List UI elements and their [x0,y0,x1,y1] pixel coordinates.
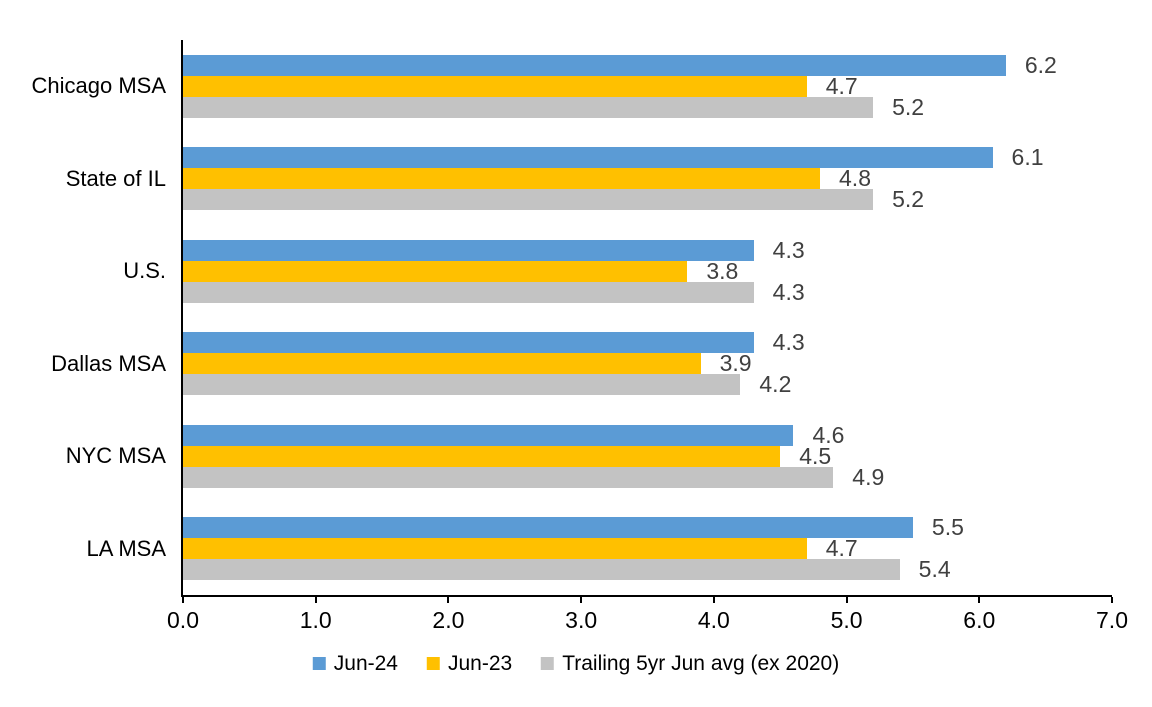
bar-value-label: 4.6 [812,421,845,448]
bar-jun-23 [183,538,807,560]
bar-trailing-5yr-jun-avg-ex-2020- [183,374,741,396]
bar-jun-23 [183,168,821,190]
bar-line: 4.7 [183,535,1112,562]
bar-line: 4.5 [183,442,1112,469]
x-axis-tick-label: 0.0 [167,607,199,633]
bar-jun-24 [183,239,754,261]
category-label: Dallas MSA [51,350,166,376]
bar-value-label: 4.7 [825,72,858,99]
legend-marker-icon [312,657,326,670]
bar-value-label: 4.3 [772,236,805,263]
chart-legend: Jun-24 Jun-23 Trailing 5yr Jun avg (ex 202… [312,652,839,675]
category-label: U.S. [123,258,166,284]
bar-line: 3.8 [183,257,1112,284]
bar-value-label: 5.2 [892,186,925,213]
x-axis-tick-label: 7.0 [1096,607,1128,633]
bar-trailing-5yr-jun-avg-ex-2020- [183,559,900,581]
bar-value-label: 5.2 [892,93,925,120]
bar-value-label: 4.3 [772,278,805,305]
bar-line: 4.3 [183,278,1112,305]
x-axis-tick-label: 5.0 [830,607,863,633]
bar-line: 4.3 [183,329,1112,356]
x-axis-tick [712,597,715,603]
x-axis-tick [447,597,450,603]
bar-line: 6.2 [183,51,1112,78]
bar-value-label: 4.7 [825,535,858,562]
bar-value-label: 4.2 [759,371,792,398]
bar-line: 3.9 [183,350,1112,377]
category-row: Chicago MSA 6.2 4.7 5.2 [31,40,1112,133]
bar-jun-23 [183,445,781,467]
bar-jun-23 [183,75,807,97]
bar-jun-24 [183,517,913,539]
category-label: Chicago MSA [31,73,166,99]
x-axis-tick [182,597,184,603]
category-row: LA MSA 5.5 4.7 5.4 [87,503,1112,596]
bar-jun-24 [183,54,1006,76]
bar-line: 4.9 [183,463,1112,490]
category-row: State of IL 6.1 4.8 5.2 [66,133,1112,226]
legend-label: Jun-23 [447,652,513,675]
bar-jun-23 [183,260,688,282]
x-axis-tick [978,597,981,603]
x-axis-tick [1111,597,1113,603]
category-label: State of IL [65,165,166,191]
bar-line: 5.2 [183,93,1112,120]
bar-value-label: 4.9 [852,463,885,490]
legend-marker-icon [426,657,440,670]
category-label: LA MSA [86,535,166,561]
bar-trailing-5yr-jun-avg-ex-2020- [183,281,754,303]
bar-line: 5.5 [183,514,1112,541]
x-axis-tick-label: 1.0 [299,607,332,633]
x-axis-tick [580,597,583,603]
x-axis-tick [314,597,317,603]
bar-line: 6.1 [183,144,1112,171]
category-row: Dallas MSA 4.3 3.9 4.2 [51,318,1112,411]
x-axis-tick-label: 2.0 [432,607,465,633]
category-row: NYC MSA 4.6 4.5 4.9 [66,410,1112,503]
bar-value-label: 4.8 [839,165,871,192]
bar-jun-24 [183,147,993,169]
legend-marker-icon [541,657,555,670]
bar-trailing-5yr-jun-avg-ex-2020- [183,189,874,211]
bar-value-label: 3.9 [719,350,752,377]
bar-trailing-5yr-jun-avg-ex-2020- [183,466,834,488]
bar-value-label: 6.2 [1024,51,1057,78]
x-axis-tick-label: 4.0 [697,607,730,633]
bar-value-label: 6.1 [1011,144,1044,171]
legend-item: Jun-24 [312,652,398,675]
bar-line: 5.2 [183,186,1112,213]
bar-value-label: 5.4 [918,556,951,583]
x-axis-tick-label: 6.0 [963,607,996,633]
plot-area: Chicago MSA 6.2 4.7 5.2 State of IL 6.1 4.8 5.2… [31,40,1128,632]
legend-label: Trailing 5yr Jun avg (ex 2020) [562,652,840,675]
bar-line: 4.3 [183,236,1112,263]
bar-line: 4.6 [183,421,1112,448]
bar-line: 4.7 [183,72,1112,99]
bar-value-label: 4.3 [772,329,805,356]
bar-value-label: 3.8 [706,257,739,284]
bar-value-label: 5.5 [931,514,964,541]
x-axis-tick [845,597,848,603]
legend-item: Trailing 5yr Jun avg (ex 2020) [541,653,839,674]
category-row: U.S. 4.3 3.8 4.3 [123,225,1112,318]
bar-jun-24 [183,424,794,446]
x-axis-tick-label: 3.0 [565,607,598,633]
bar-line: 4.2 [183,371,1112,398]
bar-value-label: 4.5 [799,442,832,469]
bar-jun-23 [183,353,701,375]
legend-label: Jun-24 [333,652,398,675]
legend-item: Jun-23 [426,652,513,675]
bar-trailing-5yr-jun-avg-ex-2020- [183,96,874,118]
bar-jun-24 [183,332,754,354]
category-label: NYC MSA [65,443,166,469]
bar-line: 5.4 [183,556,1112,583]
bar-line: 4.8 [183,165,1112,192]
